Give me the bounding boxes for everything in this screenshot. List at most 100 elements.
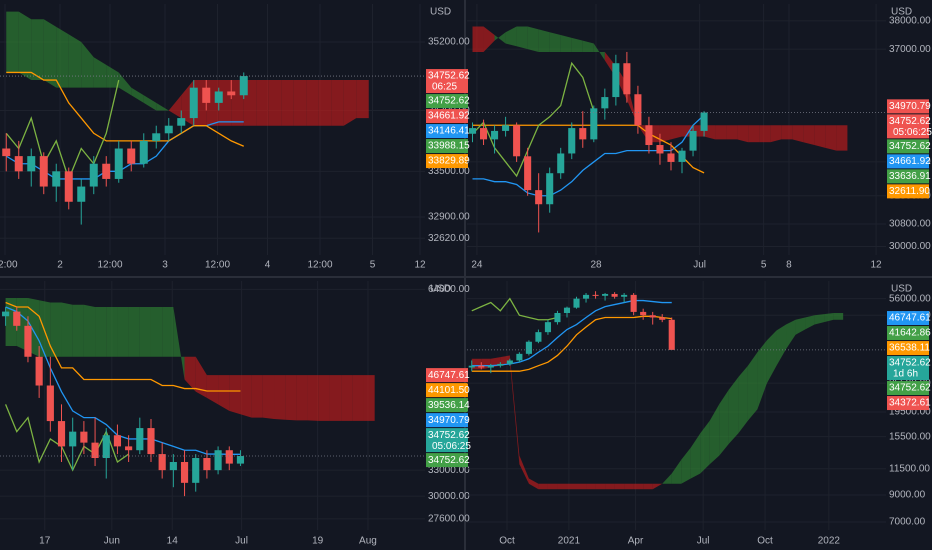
candle-body xyxy=(2,311,10,317)
price-badge-label: 39536.14 xyxy=(428,400,470,411)
price-badge xyxy=(426,428,468,453)
candle-body xyxy=(516,353,523,361)
candle-body xyxy=(139,140,148,164)
candle-body xyxy=(180,461,189,483)
cloud-segment xyxy=(128,307,140,357)
cloud-segment xyxy=(824,312,834,323)
cloud-segment xyxy=(43,19,57,88)
candle-body xyxy=(192,458,200,483)
x-tick-label: Jul xyxy=(235,536,248,547)
cloud-segment xyxy=(184,356,196,392)
cloud-segment xyxy=(352,375,364,421)
price-badge-label: 34752.62 xyxy=(428,430,470,441)
candle-body xyxy=(468,128,477,134)
cloud-segment xyxy=(624,483,634,490)
candle-body xyxy=(689,130,697,151)
candle-body xyxy=(147,428,155,455)
cloud-segment xyxy=(766,330,777,384)
x-tick-label: 8 xyxy=(786,260,792,271)
price-badge xyxy=(887,114,929,139)
cloud-segment xyxy=(560,35,572,52)
cloud-segment xyxy=(195,356,207,398)
cloud-segment xyxy=(50,302,62,357)
y-tick-label: 9000.00 xyxy=(889,490,926,501)
currency-label: USD xyxy=(891,284,912,295)
price-badge-label: 34752.62 xyxy=(889,383,931,394)
cloud-segment xyxy=(318,80,332,126)
y-tick-label: 64000.00 xyxy=(428,284,470,295)
candle-body xyxy=(125,446,133,451)
candle-body xyxy=(524,156,532,191)
candle-body xyxy=(573,298,580,308)
cloud-segment xyxy=(726,125,738,140)
cloud-segment xyxy=(836,125,848,151)
price-badge xyxy=(887,169,929,184)
indicator-line xyxy=(6,71,245,147)
cloud-segment xyxy=(527,26,539,52)
cloud-segment xyxy=(582,40,594,52)
cloud-segment xyxy=(770,125,782,143)
cloud-segment xyxy=(331,80,344,126)
cloud-segment xyxy=(296,375,308,421)
price-badge-label: 33636.91 xyxy=(889,171,931,182)
y-tick-label: 32620.00 xyxy=(428,233,470,244)
cloud-segment xyxy=(329,375,342,421)
cloud-segment xyxy=(576,483,587,490)
cloud-segment xyxy=(118,72,132,96)
cloud-segment xyxy=(293,80,307,126)
cloud-segment xyxy=(719,389,729,456)
price-badge xyxy=(426,124,468,139)
cloud-segment xyxy=(528,478,539,490)
candle-body xyxy=(513,125,521,157)
cloud-segment xyxy=(56,26,69,88)
cloud-segment xyxy=(162,307,174,357)
price-badge-label: 34752.62 xyxy=(889,141,931,152)
cloud-segment xyxy=(173,307,185,380)
price-badge xyxy=(426,139,468,154)
cloud-segment xyxy=(825,125,837,151)
panel: 38000.0037000.0033000.0031800.0030800.00… xyxy=(467,4,932,271)
cloud-segment xyxy=(72,304,84,357)
cloud-segment xyxy=(31,19,44,81)
cloud-segment xyxy=(95,307,107,357)
x-tick-label: 2022 xyxy=(818,536,841,547)
cloud-segment xyxy=(156,102,169,111)
price-badge-label: 32611.90 xyxy=(889,186,930,197)
candle-body xyxy=(640,311,647,316)
candle-body xyxy=(152,133,161,141)
x-tick-label: 12:00 xyxy=(307,260,332,271)
indicator-line xyxy=(471,297,558,321)
x-tick-label: 19 xyxy=(312,536,324,547)
candle-body xyxy=(214,91,223,103)
cloud-segment xyxy=(538,483,548,490)
cloud-segment xyxy=(274,375,286,420)
price-badge-label: 33829.89 xyxy=(428,156,470,167)
currency-label: USD xyxy=(430,284,451,295)
price-badge xyxy=(426,368,468,383)
cloud-segment xyxy=(131,87,144,103)
price-badge xyxy=(887,356,929,381)
cloud-segment xyxy=(700,420,710,474)
panel: 56000.0048000.0025500.0019500.0015500.00… xyxy=(467,281,931,547)
cloud-segment xyxy=(671,459,682,484)
indicator-line xyxy=(472,61,595,178)
cloud-segment xyxy=(738,365,748,434)
candle-body xyxy=(649,315,656,318)
cloud-segment xyxy=(318,375,330,421)
candle-body xyxy=(554,312,561,323)
x-tick-label: 12 xyxy=(871,260,883,271)
candle-body xyxy=(491,130,499,140)
price-badge xyxy=(426,383,468,398)
price-badge xyxy=(887,154,929,169)
cloud-segment xyxy=(557,483,567,490)
price-badge-label: 34752.62 xyxy=(428,96,470,107)
cloud-segment xyxy=(781,125,793,140)
candle-body xyxy=(46,385,54,422)
candle-body xyxy=(634,94,642,126)
cloud-segment xyxy=(643,483,653,490)
candle-body xyxy=(497,363,504,366)
cloud-segment xyxy=(633,483,644,490)
y-tick-label: 33000.00 xyxy=(428,465,470,476)
price-badge xyxy=(426,398,468,413)
